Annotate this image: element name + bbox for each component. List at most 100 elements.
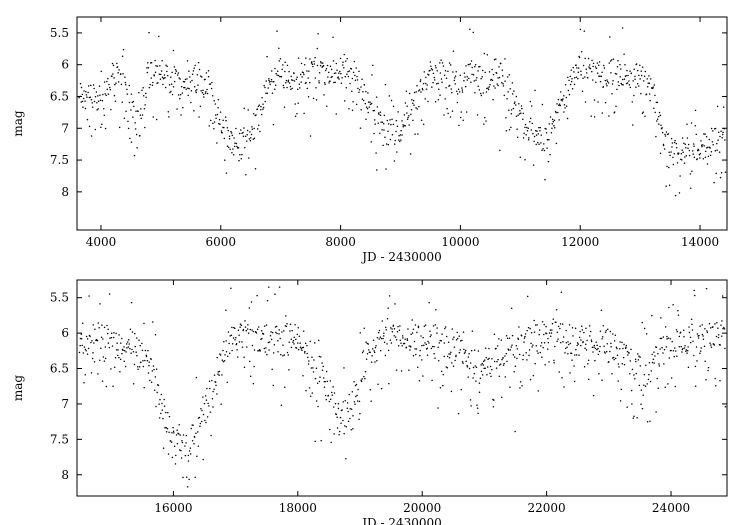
data-point bbox=[277, 340, 279, 342]
data-point bbox=[655, 411, 657, 413]
data-point bbox=[495, 347, 497, 350]
data-point bbox=[452, 71, 454, 73]
data-point bbox=[303, 64, 306, 66]
data-point bbox=[85, 91, 87, 93]
data-point bbox=[92, 324, 94, 326]
data-point bbox=[500, 339, 503, 341]
data-point bbox=[134, 332, 136, 335]
data-point bbox=[191, 440, 194, 442]
data-point bbox=[255, 332, 258, 334]
data-point bbox=[206, 416, 209, 418]
data-point bbox=[188, 70, 190, 72]
data-point bbox=[284, 386, 286, 388]
data-point bbox=[342, 419, 344, 422]
data-point bbox=[373, 132, 375, 135]
data-point bbox=[640, 92, 642, 95]
data-point bbox=[432, 72, 435, 75]
data-point bbox=[224, 116, 227, 118]
data-point bbox=[146, 67, 148, 69]
data-point bbox=[233, 137, 235, 139]
data-point bbox=[190, 101, 192, 104]
data-point bbox=[237, 356, 239, 358]
data-point bbox=[171, 456, 174, 459]
data-point bbox=[673, 141, 676, 144]
data-point bbox=[534, 89, 536, 92]
data-point bbox=[208, 380, 211, 383]
data-point bbox=[199, 75, 202, 77]
data-point bbox=[335, 62, 338, 65]
data-point bbox=[321, 362, 323, 364]
data-point bbox=[180, 449, 182, 452]
data-point bbox=[188, 87, 190, 90]
data-point bbox=[242, 131, 244, 134]
data-point bbox=[99, 94, 101, 96]
data-point bbox=[325, 370, 328, 373]
data-point bbox=[163, 74, 166, 76]
data-point bbox=[179, 97, 181, 100]
data-point bbox=[164, 86, 167, 89]
data-point bbox=[333, 392, 336, 394]
data-point bbox=[607, 328, 609, 330]
data-point bbox=[434, 357, 436, 359]
data-point bbox=[178, 449, 181, 451]
data-point bbox=[347, 75, 350, 78]
data-point bbox=[180, 114, 182, 116]
data-point bbox=[459, 74, 461, 77]
data-point bbox=[213, 121, 216, 123]
data-point bbox=[706, 330, 708, 332]
data-point bbox=[248, 307, 251, 309]
data-point bbox=[554, 345, 556, 348]
data-point bbox=[569, 372, 571, 374]
data-point bbox=[393, 334, 395, 337]
data-point bbox=[178, 77, 180, 79]
data-point bbox=[644, 70, 647, 73]
data-point bbox=[251, 344, 254, 347]
data-point bbox=[233, 145, 236, 148]
data-point bbox=[619, 75, 621, 78]
data-point bbox=[626, 406, 628, 408]
data-point bbox=[311, 356, 313, 358]
data-point bbox=[623, 78, 626, 80]
data-point bbox=[427, 74, 430, 76]
data-point bbox=[314, 77, 317, 79]
data-point bbox=[193, 110, 195, 112]
data-point bbox=[159, 73, 162, 76]
data-point bbox=[228, 352, 231, 354]
data-point bbox=[338, 430, 341, 433]
data-point bbox=[402, 126, 404, 128]
data-point bbox=[715, 172, 717, 175]
data-point bbox=[648, 373, 650, 376]
data-point bbox=[322, 365, 324, 368]
data-point bbox=[636, 353, 639, 355]
data-point bbox=[118, 356, 120, 359]
data-point bbox=[601, 71, 603, 73]
data-point bbox=[219, 354, 222, 356]
data-point bbox=[480, 94, 483, 97]
data-point bbox=[320, 62, 322, 64]
data-point bbox=[398, 139, 400, 141]
data-point bbox=[154, 376, 157, 378]
data-point bbox=[130, 109, 132, 111]
data-point bbox=[404, 125, 406, 127]
data-point bbox=[415, 107, 417, 109]
data-point bbox=[520, 335, 523, 337]
data-point bbox=[545, 128, 547, 130]
data-point bbox=[408, 114, 410, 117]
data-point bbox=[170, 83, 173, 85]
data-point bbox=[192, 424, 194, 426]
data-point bbox=[348, 70, 351, 72]
data-point bbox=[462, 362, 464, 364]
data-point bbox=[687, 147, 689, 149]
data-point bbox=[696, 360, 698, 362]
data-point bbox=[85, 94, 88, 96]
data-point bbox=[451, 362, 453, 364]
data-point bbox=[489, 365, 492, 368]
data-point bbox=[409, 153, 412, 155]
data-point bbox=[434, 101, 437, 103]
data-point bbox=[191, 73, 194, 76]
data-point bbox=[153, 368, 155, 371]
data-point bbox=[352, 100, 354, 103]
data-point bbox=[231, 343, 234, 345]
data-point bbox=[546, 138, 549, 141]
data-point bbox=[679, 331, 682, 333]
